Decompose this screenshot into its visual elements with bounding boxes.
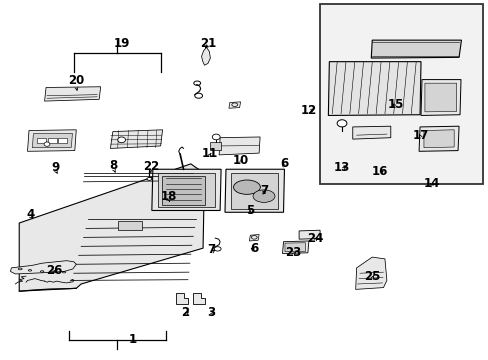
Text: 26: 26 [46,264,62,277]
Polygon shape [193,293,205,304]
Bar [320,4,483,184]
Text: 8: 8 [109,159,118,172]
Ellipse shape [118,137,125,143]
Text: 23: 23 [285,246,301,259]
Polygon shape [282,241,308,253]
Text: 12: 12 [300,104,316,117]
Polygon shape [201,47,210,65]
Text: 10: 10 [232,154,248,167]
Text: 18: 18 [161,190,177,203]
Bar [37,138,46,143]
Polygon shape [210,142,221,149]
Bar [48,138,57,143]
Text: 21: 21 [200,36,216,50]
Polygon shape [118,221,142,230]
Polygon shape [10,261,76,274]
Text: 2: 2 [181,306,189,319]
Polygon shape [19,164,204,291]
Polygon shape [355,257,386,289]
Polygon shape [161,176,205,205]
Polygon shape [152,169,221,211]
Text: 11: 11 [201,147,217,159]
Text: 6: 6 [280,157,288,170]
Polygon shape [423,130,453,148]
Text: 4: 4 [27,208,35,221]
Circle shape [212,134,220,140]
Bar [58,138,67,143]
Polygon shape [285,243,305,252]
Polygon shape [176,293,188,304]
Text: 20: 20 [68,74,84,87]
Polygon shape [370,40,461,58]
Polygon shape [224,169,284,212]
Text: 3: 3 [207,306,215,319]
Ellipse shape [252,190,274,202]
Text: 7: 7 [260,184,267,197]
Polygon shape [27,130,76,151]
Text: 6: 6 [250,242,258,255]
Text: 22: 22 [142,160,159,173]
Ellipse shape [147,177,152,180]
Text: 7: 7 [207,243,215,256]
Text: 19: 19 [113,37,129,50]
Polygon shape [418,126,458,151]
Polygon shape [352,126,390,139]
Circle shape [44,142,50,146]
Polygon shape [158,173,215,207]
Text: 16: 16 [371,165,387,177]
Text: 1: 1 [128,333,136,346]
Text: 15: 15 [386,98,403,111]
Text: 13: 13 [333,161,349,174]
Polygon shape [420,80,460,116]
Text: 9: 9 [51,161,60,174]
Text: 25: 25 [364,270,380,283]
Text: 14: 14 [423,177,440,190]
Ellipse shape [233,180,260,194]
Polygon shape [44,87,101,101]
Text: 5: 5 [246,204,254,217]
Circle shape [336,120,346,127]
Polygon shape [32,134,72,148]
Polygon shape [328,62,420,116]
Polygon shape [299,230,320,239]
Text: 24: 24 [306,231,323,244]
Text: 17: 17 [412,129,428,142]
Polygon shape [228,102,240,108]
Polygon shape [230,173,277,209]
Polygon shape [424,83,456,112]
Polygon shape [249,234,259,241]
Polygon shape [219,137,260,155]
Polygon shape [110,130,162,148]
